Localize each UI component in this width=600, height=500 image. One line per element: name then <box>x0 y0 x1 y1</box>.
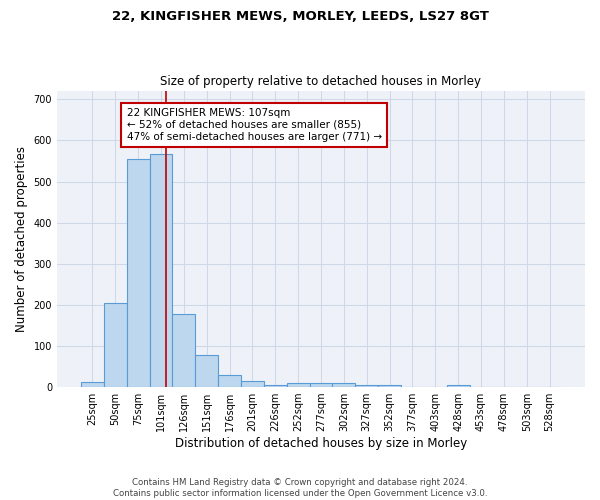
Bar <box>310 383 332 387</box>
Text: 22 KINGFISHER MEWS: 107sqm
← 52% of detached houses are smaller (855)
47% of sem: 22 KINGFISHER MEWS: 107sqm ← 52% of deta… <box>127 108 382 142</box>
Bar <box>378 385 401 387</box>
Bar <box>446 385 470 387</box>
Bar <box>264 385 287 387</box>
Bar <box>195 355 218 387</box>
Bar <box>241 382 264 387</box>
Bar <box>332 383 355 387</box>
Bar <box>355 385 378 387</box>
Bar <box>149 154 172 387</box>
Bar <box>127 159 149 387</box>
Text: 22, KINGFISHER MEWS, MORLEY, LEEDS, LS27 8GT: 22, KINGFISHER MEWS, MORLEY, LEEDS, LS27… <box>112 10 488 23</box>
X-axis label: Distribution of detached houses by size in Morley: Distribution of detached houses by size … <box>175 437 467 450</box>
Bar <box>218 374 241 387</box>
Bar <box>287 383 310 387</box>
Text: Contains HM Land Registry data © Crown copyright and database right 2024.
Contai: Contains HM Land Registry data © Crown c… <box>113 478 487 498</box>
Bar <box>81 382 104 387</box>
Bar <box>104 303 127 387</box>
Title: Size of property relative to detached houses in Morley: Size of property relative to detached ho… <box>160 76 481 88</box>
Bar <box>172 314 195 387</box>
Y-axis label: Number of detached properties: Number of detached properties <box>15 146 28 332</box>
